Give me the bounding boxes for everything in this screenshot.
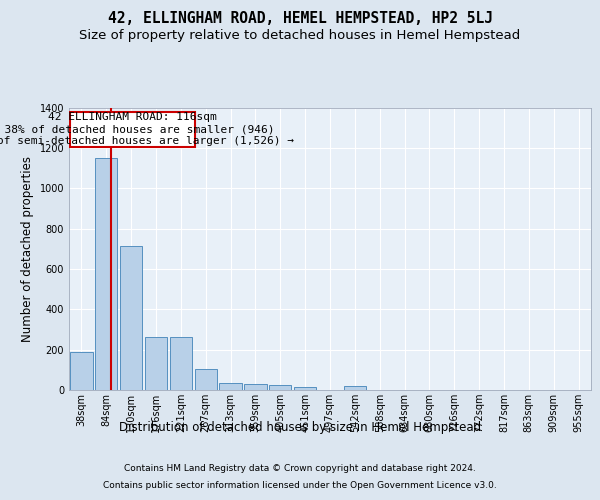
Text: 42, ELLINGHAM ROAD, HEMEL HEMPSTEAD, HP2 5LJ: 42, ELLINGHAM ROAD, HEMEL HEMPSTEAD, HP2… bbox=[107, 11, 493, 26]
Text: Contains HM Land Registry data © Crown copyright and database right 2024.: Contains HM Land Registry data © Crown c… bbox=[124, 464, 476, 473]
Text: Size of property relative to detached houses in Hemel Hempstead: Size of property relative to detached ho… bbox=[79, 29, 521, 42]
Bar bbox=[170, 336, 192, 390]
Text: 42 ELLINGHAM ROAD: 116sqm: 42 ELLINGHAM ROAD: 116sqm bbox=[48, 112, 217, 122]
Bar bbox=[145, 336, 167, 390]
Text: ← 38% of detached houses are smaller (946): ← 38% of detached houses are smaller (94… bbox=[0, 124, 274, 134]
Y-axis label: Number of detached properties: Number of detached properties bbox=[21, 156, 34, 342]
Bar bbox=[269, 385, 292, 390]
Text: 61% of semi-detached houses are larger (1,526) →: 61% of semi-detached houses are larger (… bbox=[0, 136, 295, 146]
Bar bbox=[95, 158, 118, 390]
Text: Distribution of detached houses by size in Hemel Hempstead: Distribution of detached houses by size … bbox=[119, 421, 481, 434]
Bar bbox=[344, 386, 366, 390]
Bar bbox=[194, 369, 217, 390]
Bar bbox=[294, 387, 316, 390]
Bar bbox=[120, 246, 142, 390]
Text: Contains public sector information licensed under the Open Government Licence v3: Contains public sector information licen… bbox=[103, 481, 497, 490]
Bar bbox=[70, 352, 92, 390]
FancyBboxPatch shape bbox=[70, 112, 194, 147]
Bar bbox=[244, 384, 266, 390]
Bar bbox=[220, 383, 242, 390]
